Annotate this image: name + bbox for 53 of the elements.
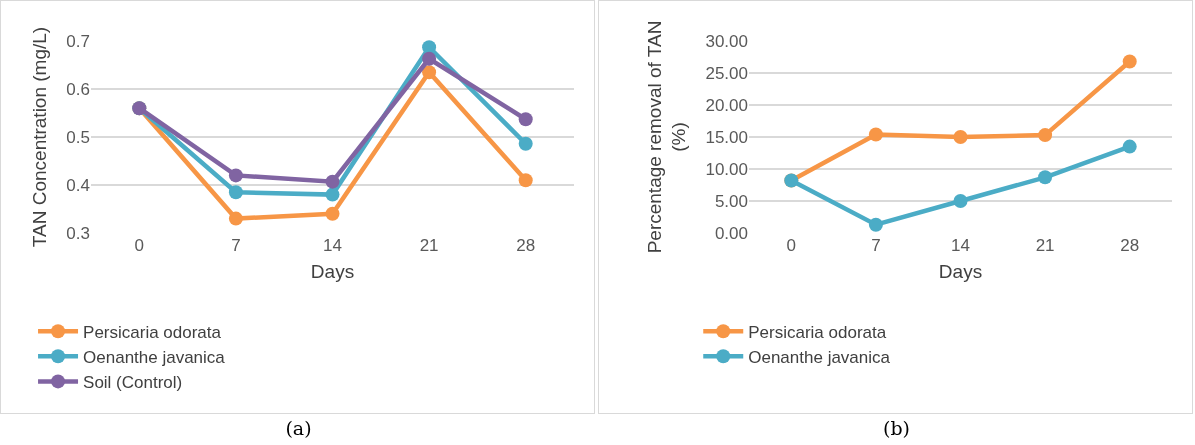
point	[422, 40, 437, 55]
y-tick-label: 0.4	[66, 175, 90, 195]
x-tick-label: 0	[134, 236, 145, 255]
x-tick-label: 14	[323, 236, 342, 255]
x-tick-label: 7	[231, 236, 241, 255]
legend-label: Oenanthe javanica	[748, 347, 891, 367]
point	[953, 130, 968, 144]
x-axis-title: Days	[310, 260, 355, 282]
legend-label: Persicaria odorata	[748, 322, 887, 342]
x-tick-label: 14	[951, 236, 970, 255]
x-tick-label: 21	[1035, 236, 1055, 255]
y-tick-label: 25.00	[705, 63, 748, 83]
legend-label: Soil (Control)	[83, 373, 183, 393]
point	[1038, 128, 1053, 143]
x-tick-label: 21	[419, 236, 439, 255]
point	[1038, 170, 1053, 185]
point	[325, 174, 340, 189]
legend-label: Oenanthe javanica	[83, 347, 226, 367]
y-tick-label: 30.00	[705, 31, 748, 51]
y-axis-title: TAN Concentration (mg/L)	[29, 26, 51, 248]
text: (a)	[284, 417, 313, 439]
y-tick-label: 15.00	[705, 127, 748, 147]
point	[325, 206, 340, 221]
point	[228, 185, 243, 200]
y-tick-label: 0.6	[66, 79, 90, 99]
point	[868, 217, 883, 232]
y-tick-label: 10.00	[705, 159, 748, 179]
text: (b)	[882, 417, 911, 439]
point	[953, 194, 968, 208]
point	[1122, 139, 1137, 154]
point	[518, 112, 533, 127]
point	[518, 136, 533, 151]
y-axis-title: Percentage removal of TAN (%)	[643, 20, 690, 254]
y-tick-label: 0.3	[66, 223, 90, 243]
x-axis-title: Days	[938, 260, 983, 282]
point	[228, 211, 243, 226]
x-tick-label: 7	[871, 236, 881, 255]
point	[868, 127, 883, 142]
y-tick-label: 0.00	[714, 223, 748, 243]
x-tick-label: 28	[516, 236, 536, 255]
point	[325, 187, 340, 202]
point	[518, 173, 533, 188]
legend-label: Persicaria odorata	[83, 322, 222, 342]
x-tick-label: 0	[786, 236, 797, 255]
point	[422, 65, 437, 80]
point	[1122, 54, 1137, 69]
y-tick-label: 0.7	[66, 31, 90, 51]
point	[422, 51, 437, 66]
x-tick-label: 28	[1120, 236, 1140, 255]
point	[228, 168, 243, 183]
y-tick-label: 20.00	[705, 95, 748, 115]
y-tick-label: 0.5	[66, 127, 90, 147]
y-tick-label: 5.00	[714, 191, 748, 211]
